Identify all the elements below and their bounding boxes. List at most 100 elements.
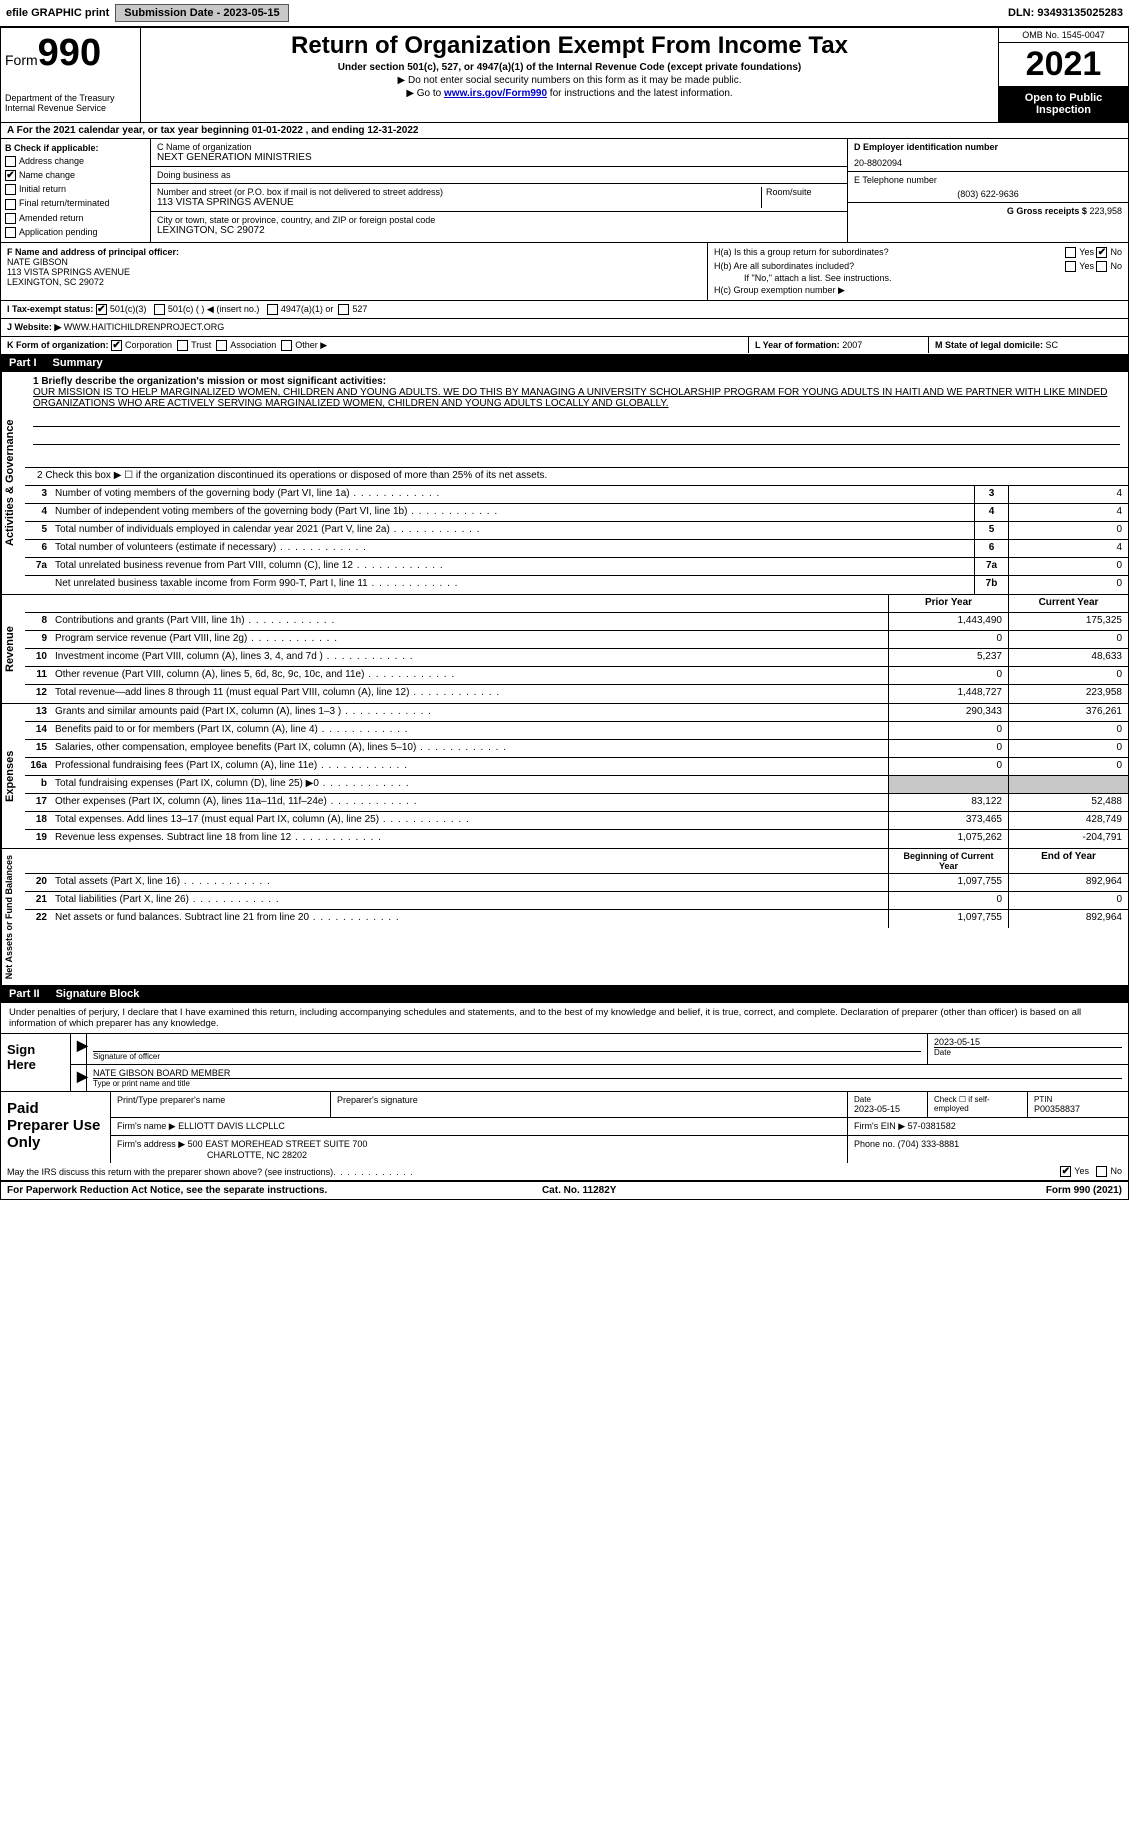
checkbox[interactable] [5,184,16,195]
org-name-label: C Name of organization [157,142,841,152]
row-prior: 0 [888,892,1008,909]
website-value: WWW.HAITICHILDRENPROJECT.ORG [64,322,225,332]
row-current: 52,488 [1008,794,1128,811]
firm-addr-label: Firm's address ▶ [117,1139,185,1149]
col-current-year: Current Year [1008,595,1128,612]
box-b-item-label: Address change [19,156,84,166]
part-2-title: Signature Block [56,988,140,1000]
trust-check[interactable] [177,340,188,351]
row-current: 223,958 [1008,685,1128,703]
opt-527: 527 [352,304,367,314]
row-desc: Total unrelated business revenue from Pa… [51,558,974,575]
row-j-label: J Website: ▶ [7,322,61,333]
h-b-yes-check[interactable] [1065,261,1076,272]
501c3-check[interactable] [96,304,107,315]
sig-officer-line[interactable] [93,1037,921,1051]
checkbox[interactable] [5,213,16,224]
col-prior-year: Prior Year [888,595,1008,612]
checkbox[interactable] [5,227,16,238]
table-row: 6 Total number of volunteers (estimate i… [25,540,1128,558]
table-row: b Total fundraising expenses (Part IX, c… [25,776,1128,794]
row-num: 5 [25,522,51,539]
501c-check[interactable] [154,304,165,315]
row-desc: Investment income (Part VIII, column (A)… [51,649,888,666]
row-num: 13 [25,704,51,721]
row-value: 4 [1008,486,1128,503]
ein-cell: D Employer identification number 20-8802… [848,139,1128,172]
city-label: City or town, state or province, country… [157,215,841,225]
year-formation: 2007 [842,340,862,350]
corp-check[interactable] [111,340,122,351]
row-desc: Professional fundraising fees (Part IX, … [51,758,888,775]
h-a-yes-check[interactable] [1065,247,1076,258]
mission-blank-1 [33,413,1120,427]
submission-date-button[interactable]: Submission Date - 2023-05-15 [115,4,288,22]
row-l: L Year of formation: 2007 [748,337,928,353]
may-irs-no-check[interactable] [1096,1166,1107,1177]
row-num: 18 [25,812,51,829]
box-b-item-label: Name change [19,170,75,180]
firm-addr1: 500 EAST MOREHEAD STREET SUITE 700 [188,1139,368,1149]
assoc-check[interactable] [216,340,227,351]
footer-right: Form 990 (2021) [1046,1185,1122,1196]
other-check[interactable] [281,340,292,351]
opt-corp: Corporation [125,340,172,350]
h-b-label: H(b) Are all subordinates included? [714,261,854,271]
irs-link[interactable]: www.irs.gov/Form990 [444,88,547,99]
box-b-item-label: Initial return [19,184,66,194]
officer-name-title: NATE GIBSON BOARD MEMBER [93,1068,1122,1078]
row-current: 0 [1008,631,1128,648]
phone-cell: E Telephone number (803) 622-9636 [848,172,1128,203]
4947-check[interactable] [267,304,278,315]
h-b-no-check[interactable] [1096,261,1107,272]
topbar: efile GRAPHIC print Submission Date - 20… [0,0,1129,27]
row-i-label: I Tax-exempt status: [7,304,93,314]
checkbox[interactable] [5,156,16,167]
table-row: 3 Number of voting members of the govern… [25,486,1128,504]
side-label-governance: Activities & Governance [1,372,25,594]
table-row: 4 Number of independent voting members o… [25,504,1128,522]
prep-sig-label: Preparer's signature [331,1092,848,1117]
527-check[interactable] [338,304,349,315]
mission-blank-2 [33,431,1120,445]
row-num: 8 [25,613,51,630]
checkbox[interactable] [5,170,16,181]
h-a-no-check[interactable] [1096,247,1107,258]
row-prior: 1,097,755 [888,874,1008,891]
box-b-item: Address change [5,156,146,167]
table-row: 7a Total unrelated business revenue from… [25,558,1128,576]
h-a-yes: Yes [1079,247,1094,257]
mission-blank-3 [33,449,1120,463]
row-m: M State of legal domicile: SC [928,337,1128,353]
row-desc: Benefits paid to or for members (Part IX… [51,722,888,739]
box-f: F Name and address of principal officer:… [1,243,708,300]
table-row: 18 Total expenses. Add lines 13–17 (must… [25,812,1128,830]
prep-name-label: Print/Type preparer's name [111,1092,331,1117]
row-num: 12 [25,685,51,703]
revenue-header-row: Prior Year Current Year [25,595,1128,613]
firm-phone-value: (704) 333-8881 [898,1139,960,1149]
box-b-item: Amended return [5,213,146,224]
table-row: 9 Program service revenue (Part VIII, li… [25,631,1128,649]
form-word: Form [5,52,38,68]
form-note2: ▶ Go to www.irs.gov/Form990 for instruct… [149,88,990,99]
box-b-item-label: Application pending [19,227,98,237]
row-desc: Program service revenue (Part VIII, line… [51,631,888,648]
row-num: 9 [25,631,51,648]
row-prior: 0 [888,740,1008,757]
paid-preparer-label: Paid Preparer Use Only [1,1092,111,1163]
box-b-item: Application pending [5,227,146,238]
q2-row: 2 Check this box ▶ ☐ if the organization… [25,468,1128,486]
row-current: 428,749 [1008,812,1128,829]
may-irs-yes-check[interactable] [1060,1166,1071,1177]
form-note1: ▶ Do not enter social security numbers o… [149,75,990,86]
table-row: Net unrelated business taxable income fr… [25,576,1128,594]
part-1-num: Part I [9,357,37,369]
row-num: 20 [25,874,51,891]
table-row: 20 Total assets (Part X, line 16) 1,097,… [25,874,1128,892]
row-value: 4 [1008,504,1128,521]
block-fh: F Name and address of principal officer:… [0,243,1129,301]
ein-value: 20-8802094 [854,158,1122,168]
table-row: 12 Total revenue—add lines 8 through 11 … [25,685,1128,703]
checkbox[interactable] [5,199,16,210]
